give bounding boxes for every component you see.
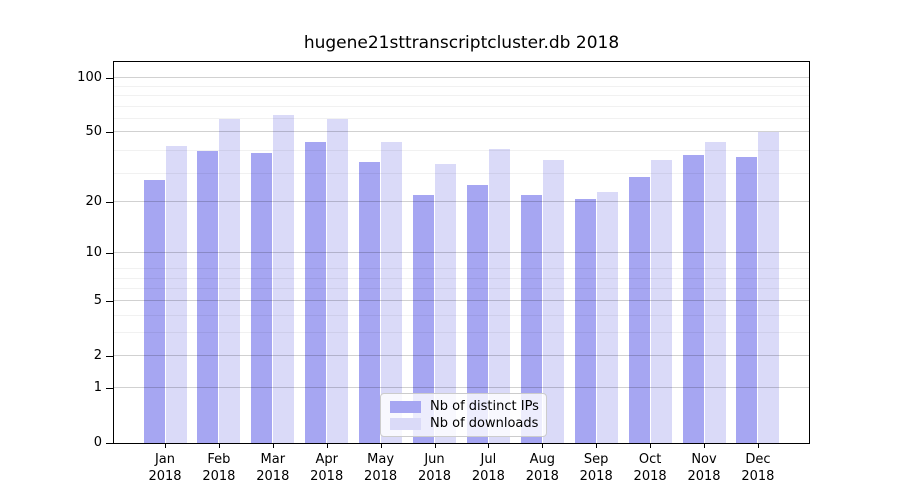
gridline-major-5 [114,300,809,302]
bar-aug-downloads [542,159,564,443]
gridline-minor [114,332,809,334]
x-tick-label-oct: Oct 2018 [633,452,667,484]
y-tick-label-2: 2 [93,348,102,364]
x-tick-mark [272,444,274,448]
bar-jul-downloads [488,149,510,443]
chart-title: hugene21sttranscriptcluster.db 2018 [303,33,620,53]
x-tick-mark [488,444,490,448]
gridline-minor [114,173,809,174]
bar-apr-distinct-ips [305,142,327,443]
bar-may-downloads [381,142,403,443]
x-tick-label-aug: Aug 2018 [525,452,559,484]
legend-label-distinct-ips: Nb of distinct IPs [430,399,539,414]
y-tick-label-100: 100 [77,70,102,85]
gridline-major-1 [114,387,809,389]
x-tick-mark [326,444,328,448]
x-tick-mark [542,444,544,448]
gridline-major-20 [114,201,809,203]
y-tick-label-0: 0 [93,435,102,450]
y-tick-mark [106,443,113,444]
plot-area [113,61,810,444]
bar-jun-downloads [435,164,456,443]
gridline-minor [114,118,809,120]
legend-swatch-distinct-ips [390,400,421,413]
gridline-minor [114,268,809,270]
bar-jan-downloads [165,145,187,443]
x-tick-mark [218,444,220,448]
y-tick-mark [106,356,113,358]
x-tick-label-may: May 2018 [364,452,398,484]
x-tick-mark [596,444,598,448]
gridline-major-2 [114,355,809,357]
x-tick-label-apr: Apr 2018 [310,452,344,484]
y-tick-label-20: 20 [85,194,102,210]
bar-dec-downloads [758,132,780,443]
gridline-major-100 [114,77,809,78]
gridline-minor [114,106,809,107]
x-tick-label-jun: Jun 2018 [417,452,452,484]
bar-aug-distinct-ips [520,195,542,443]
x-tick-label-nov: Nov 2018 [687,452,721,484]
x-tick-label-feb: Feb 2018 [202,452,236,484]
x-tick-label-sep: Sep 2018 [579,452,613,484]
y-tick-mark [106,132,113,134]
x-tick-mark [380,444,382,448]
x-tick-label-mar: Mar 2018 [256,452,290,484]
y-tick-label-5: 5 [93,293,102,309]
bar-jun-distinct-ips [413,195,434,443]
legend: Nb of distinct IPs Nb of downloads [380,393,547,437]
bar-jan-distinct-ips [143,179,165,443]
gridline-minor [114,277,809,279]
y-tick-mark [106,388,113,390]
bar-may-distinct-ips [359,161,381,443]
bar-oct-distinct-ips [628,176,650,443]
legend-item-distinct-ips: Nb of distinct IPs [390,399,539,414]
y-tick-label-1: 1 [93,380,102,396]
bar-sep-downloads [596,191,618,443]
legend-item-downloads: Nb of downloads [390,416,538,431]
x-tick-mark [650,444,652,448]
bar-apr-downloads [327,119,349,443]
gridline-minor [114,95,809,97]
gridline-minor [114,288,809,290]
bar-sep-distinct-ips [574,198,596,443]
bar-feb-downloads [219,119,241,443]
bar-mar-downloads [273,115,295,443]
x-tick-label-dec: Dec 2018 [741,452,775,484]
x-tick-mark [704,444,705,448]
gridline-minor [114,314,809,316]
y-tick-label-50: 50 [85,124,102,140]
gridline-major-10 [114,252,809,254]
bar-nov-downloads [704,142,726,443]
gridline-minor [114,150,809,152]
y-tick-mark [106,202,113,204]
gridline-minor [114,86,809,88]
x-tick-mark [757,444,759,448]
x-tick-label-jan: Jan 2018 [148,452,182,484]
bar-oct-downloads [650,159,672,443]
gridline-major-50 [114,131,809,133]
y-tick-mark [106,253,113,255]
bar-feb-distinct-ips [197,151,219,443]
bar-jul-distinct-ips [466,185,488,443]
y-tick-label-10: 10 [85,245,102,261]
x-tick-mark [434,444,436,448]
y-tick-mark [106,78,113,79]
legend-label-downloads: Nb of downloads [430,416,539,431]
x-tick-mark [165,444,166,448]
y-tick-mark [106,301,113,303]
x-tick-label-jul: Jul 2018 [471,452,505,484]
bar-dec-distinct-ips [736,157,758,443]
bar-mar-distinct-ips [251,153,273,443]
bar-nov-distinct-ips [682,155,704,443]
legend-swatch-downloads [390,417,421,430]
